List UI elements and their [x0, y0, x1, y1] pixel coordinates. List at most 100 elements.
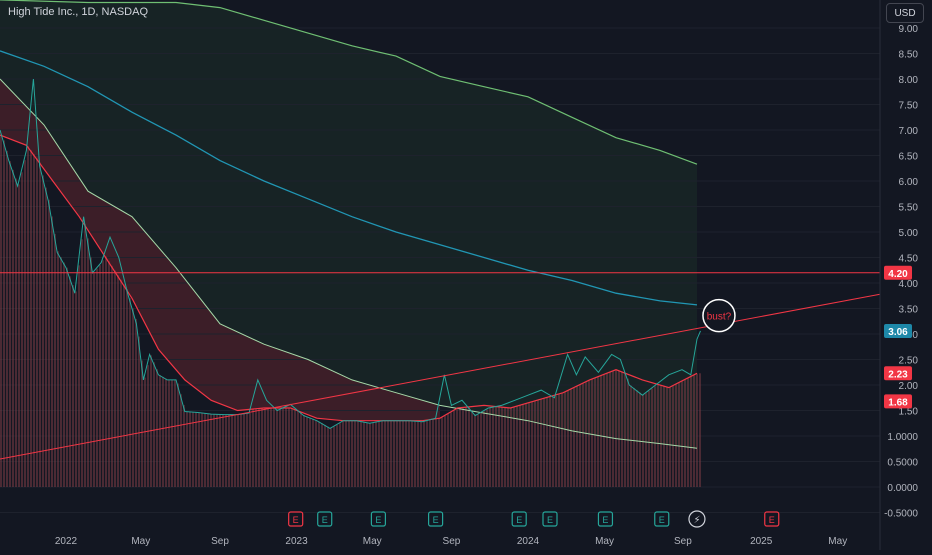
- volume-bar: [189, 411, 191, 487]
- volume-bar: [489, 407, 491, 487]
- volume-bar: [246, 413, 248, 487]
- volume-bar: [336, 424, 338, 487]
- volume-bar: [108, 261, 110, 487]
- y-tick-label: 7.00: [899, 126, 919, 137]
- volume-bar: [483, 411, 485, 487]
- volume-bar: [237, 414, 239, 487]
- volume-bar: [372, 422, 374, 487]
- x-tick-label: 2024: [517, 536, 540, 547]
- volume-bar: [426, 420, 428, 487]
- volume-bar: [390, 420, 392, 487]
- volume-bar: [288, 407, 290, 487]
- x-tick-label: Sep: [443, 536, 461, 547]
- volume-bar: [693, 375, 695, 487]
- y-tick-label: 9.00: [899, 24, 919, 35]
- volume-bar: [543, 398, 545, 487]
- annotation-circle[interactable]: [702, 298, 736, 333]
- volume-bar: [606, 373, 608, 487]
- volume-bar: [195, 412, 197, 487]
- volume-bar: [78, 265, 80, 487]
- volume-bar: [591, 379, 593, 487]
- volume-bar: [624, 372, 626, 487]
- volume-bar: [387, 420, 389, 487]
- volume-bar: [171, 379, 173, 487]
- volume-bar: [300, 412, 302, 487]
- earnings-marker[interactable]: [370, 511, 386, 527]
- price-badge: [884, 366, 912, 381]
- volume-bar: [627, 378, 629, 487]
- volume-bar: [318, 421, 320, 487]
- volume-bar: [417, 421, 419, 487]
- dividend-flash-icon[interactable]: [688, 510, 706, 528]
- volume-bar: [534, 401, 536, 487]
- volume-bar: [423, 421, 425, 487]
- volume-bar: [657, 384, 659, 487]
- volume-bar: [321, 423, 323, 487]
- y-tick-label: 8.50: [899, 50, 919, 61]
- volume-bar: [0, 135, 2, 487]
- volume-bar: [201, 412, 203, 487]
- earnings-marker[interactable]: [597, 511, 614, 527]
- volume-bar: [444, 415, 446, 487]
- y-tick-label: 6.50: [899, 152, 919, 163]
- volume-bar: [138, 336, 140, 487]
- volume-bar: [177, 383, 179, 487]
- volume-bar: [93, 272, 95, 487]
- y-tick-label: 2.50: [899, 356, 919, 367]
- volume-bar: [69, 276, 71, 487]
- volume-bar: [9, 161, 11, 487]
- y-tick-label: 1.0000: [887, 432, 918, 443]
- volume-bar: [81, 239, 83, 487]
- volume-bar: [660, 385, 662, 487]
- earnings-marker[interactable]: [288, 511, 304, 527]
- series-lines: [0, 0, 701, 449]
- x-tick-label: 2023: [285, 536, 308, 547]
- earnings-marker[interactable]: [764, 511, 780, 527]
- y-tick-label: 3.50: [899, 305, 919, 316]
- volume-bar: [639, 392, 641, 487]
- volume-bar: [585, 382, 587, 487]
- volume-bar: [120, 279, 122, 487]
- volume-bar: [393, 420, 395, 487]
- currency-button[interactable]: USD: [886, 3, 924, 23]
- volume-bar: [18, 184, 20, 487]
- earnings-marker[interactable]: [428, 511, 444, 527]
- volume-bar: [180, 394, 182, 487]
- volume-bar: [135, 318, 137, 487]
- volume-bar: [279, 409, 281, 487]
- volume-bar: [540, 399, 542, 487]
- volume-bar: [471, 410, 473, 487]
- earnings-marker-label: E: [547, 515, 553, 525]
- volume-bar: [429, 419, 431, 487]
- earnings-marker[interactable]: [317, 511, 333, 527]
- volume-bar: [240, 414, 242, 487]
- volume-bar: [327, 426, 329, 487]
- volume-bar: [153, 362, 155, 487]
- x-tick-label: May: [595, 536, 614, 547]
- y-tick-label: 0.5000: [887, 458, 918, 469]
- x-tick-label: May: [363, 536, 382, 547]
- volume-bar: [492, 407, 494, 487]
- volume-bar: [603, 374, 605, 487]
- volume-bar: [546, 397, 548, 487]
- volume-bar: [174, 379, 176, 487]
- y-axis: 9.00 8.50 8.00 7.50 7.00 6.50 6.00 5.50 5.00 4.50…: [879, 0, 919, 550]
- volume-bars: [0, 135, 701, 488]
- volume-bar: [84, 224, 86, 488]
- volume-bar: [450, 412, 452, 487]
- earnings-marker[interactable]: [654, 511, 670, 527]
- volume-bar: [264, 407, 266, 487]
- volume-bar: [477, 414, 479, 487]
- volume-bar: [126, 289, 128, 487]
- volume-bar: [687, 378, 689, 487]
- volume-bar: [357, 420, 359, 487]
- volume-bar: [369, 423, 371, 487]
- volume-bar: [432, 419, 434, 487]
- volume-bar: [39, 162, 41, 488]
- volume-bar: [480, 412, 482, 487]
- earnings-marker[interactable]: [511, 511, 527, 527]
- earnings-marker[interactable]: [542, 511, 558, 527]
- volume-bar: [270, 407, 272, 487]
